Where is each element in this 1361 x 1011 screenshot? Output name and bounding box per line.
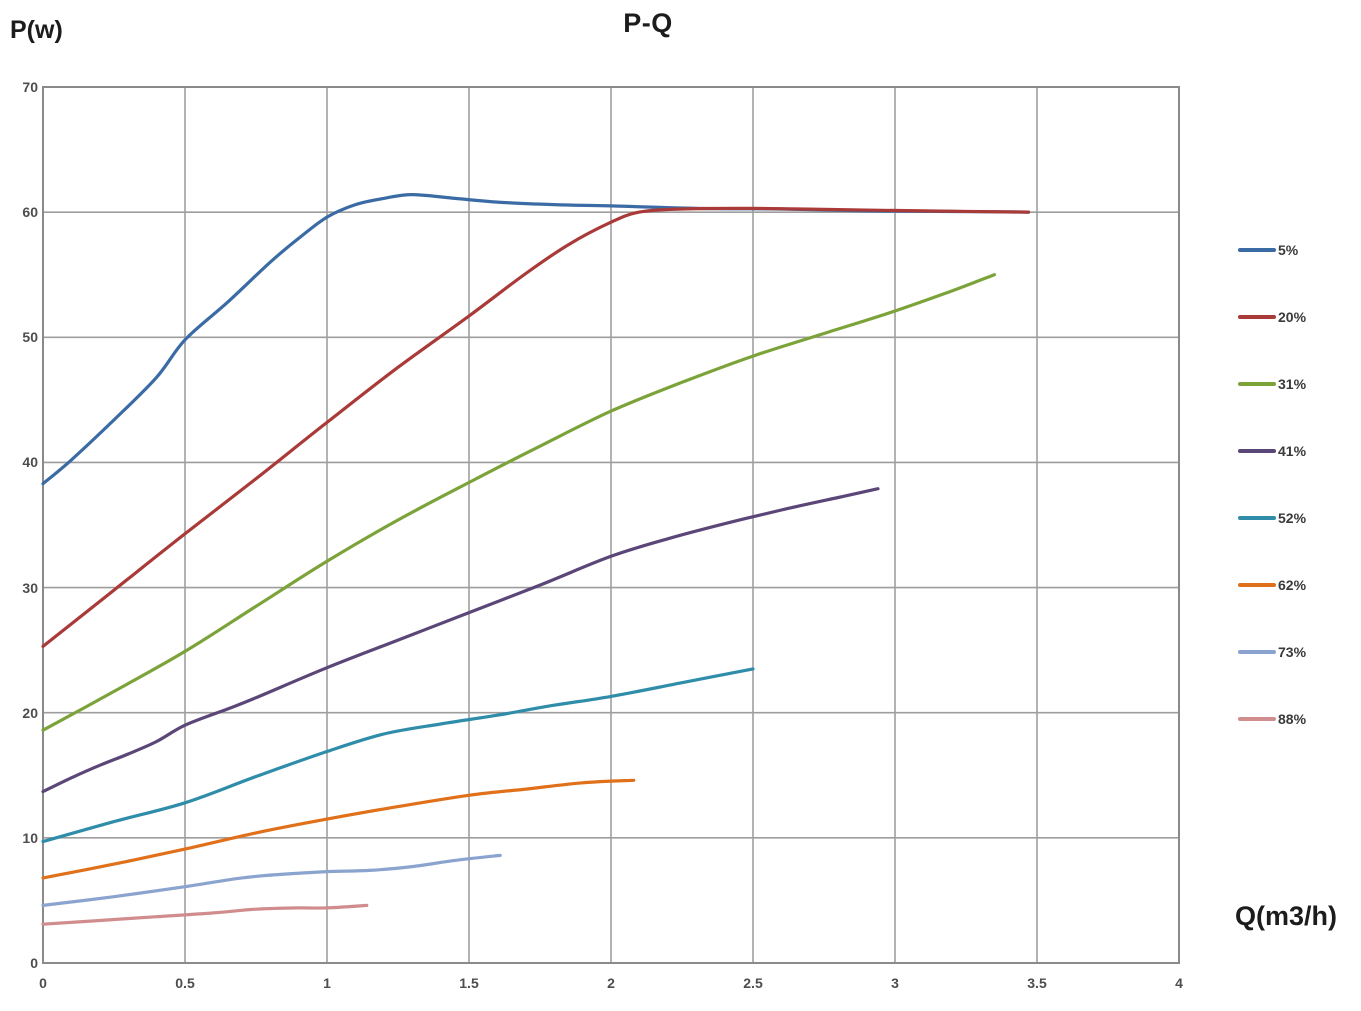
legend-item-20%: 20%	[1238, 308, 1306, 326]
y-axis-unit-label: P(w)	[10, 16, 63, 44]
x-tick-label: 2	[607, 975, 615, 991]
x-tick-label: 2.5	[743, 975, 763, 991]
chart-title: P-Q	[623, 8, 673, 38]
x-tick-label: 4	[1175, 975, 1183, 991]
legend-item-73%: 73%	[1238, 643, 1306, 661]
y-tick-label: 30	[22, 579, 38, 596]
y-tick-label: 20	[22, 704, 38, 721]
legend-label: 52%	[1278, 510, 1307, 526]
legend-label: 73%	[1278, 644, 1307, 660]
legend-item-88%: 88%	[1238, 710, 1306, 728]
y-tick-label: 40	[22, 454, 38, 471]
x-tick-label: 0.5	[175, 975, 195, 991]
series-line-41%	[41, 487, 880, 794]
legend-label: 88%	[1278, 711, 1307, 727]
series-line-31%	[41, 273, 996, 732]
x-tick-label: 0	[39, 975, 47, 991]
legend-label: 41%	[1278, 443, 1307, 459]
series-line-62%	[41, 778, 636, 880]
legend-line-swatch	[1238, 717, 1276, 721]
x-tick-label: 3	[891, 975, 899, 991]
series-line-88%	[41, 903, 369, 926]
x-axis-unit-label: Q(m3/h)	[1234, 901, 1337, 931]
legend-line-swatch	[1238, 583, 1276, 587]
legend-line-swatch	[1238, 449, 1276, 453]
y-tick-label: 70	[22, 79, 38, 95]
legend-item-62%: 62%	[1238, 576, 1306, 594]
legend-item-5%: 5%	[1238, 241, 1298, 259]
series-line-73%	[41, 853, 502, 907]
legend-line-swatch	[1238, 382, 1276, 386]
legend-line-swatch	[1238, 315, 1276, 319]
y-tick-label: 10	[22, 829, 38, 846]
x-tick-label: 1.5	[459, 975, 479, 991]
legend-label: 31%	[1278, 376, 1307, 392]
legend-line-swatch	[1238, 516, 1276, 520]
legend-line-swatch	[1238, 248, 1276, 252]
series-line-52%	[41, 667, 755, 844]
series-line-20%	[41, 206, 1031, 648]
y-tick-label: 0	[30, 955, 38, 971]
x-tick-label: 1	[323, 975, 331, 991]
legend-label: 62%	[1278, 577, 1307, 593]
legend-line-swatch	[1238, 650, 1276, 654]
y-tick-label: 50	[22, 329, 38, 346]
legend-item-52%: 52%	[1238, 509, 1306, 527]
legend-label: 20%	[1278, 309, 1307, 325]
x-tick-label: 3.5	[1027, 975, 1047, 991]
legend-item-31%: 31%	[1238, 375, 1306, 393]
legend-label: 5%	[1278, 242, 1299, 258]
y-tick-label: 60	[22, 204, 38, 221]
legend-item-41%: 41%	[1238, 442, 1306, 460]
series-line-5%	[41, 193, 1031, 486]
plot-border	[42, 86, 1180, 964]
